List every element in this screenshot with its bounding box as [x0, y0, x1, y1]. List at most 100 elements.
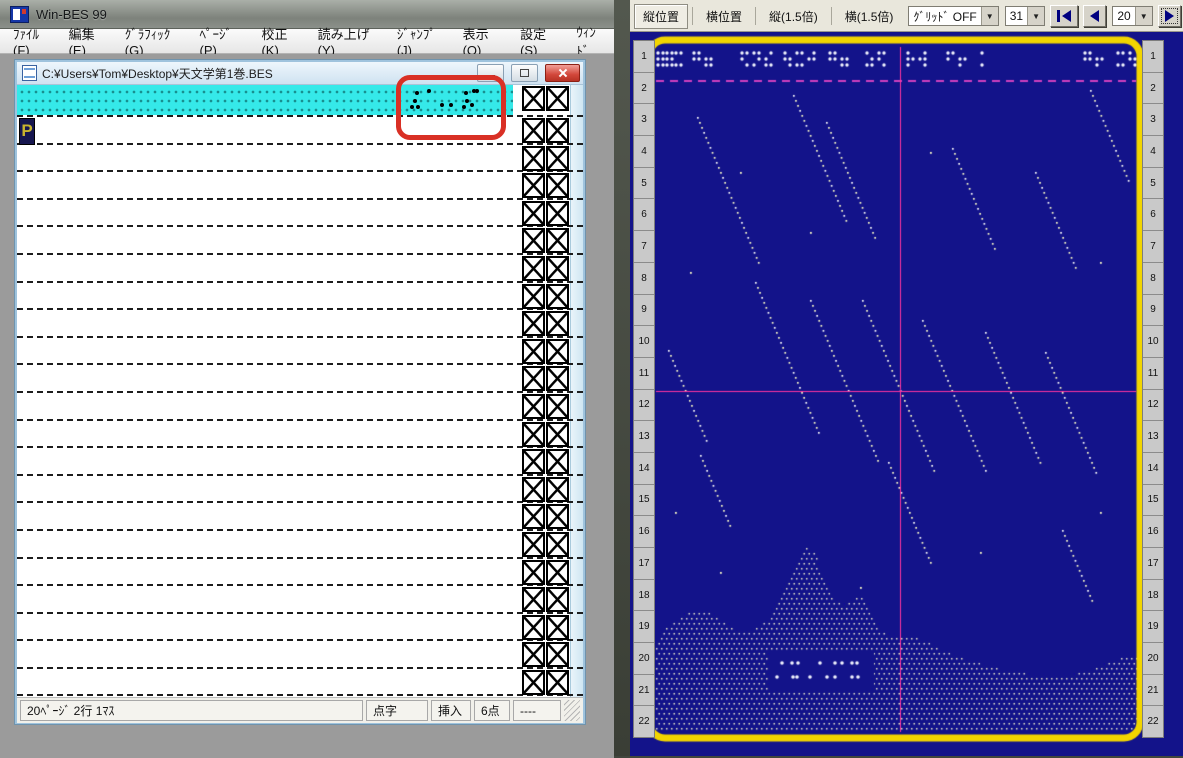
braille-dot	[464, 91, 468, 95]
ruler-line-number: 3	[634, 104, 654, 137]
main-titlebar[interactable]: Win-BES 99	[0, 0, 614, 29]
lines-select[interactable]: 31 ▼	[1004, 6, 1046, 26]
line-end-marks	[522, 559, 569, 585]
line-end-mark	[546, 504, 569, 530]
ruler-line-number: 22	[1147, 716, 1159, 728]
ruler-line-number: 17	[1143, 548, 1163, 580]
grid-select[interactable]: ｸﾞﾘｯﾄﾞ OFF ▼	[908, 6, 999, 26]
ruler-line-number: 7	[1143, 231, 1163, 263]
app-icon	[10, 5, 29, 23]
ruler-line-number: 2	[1143, 73, 1163, 105]
line-end-marks	[522, 283, 569, 309]
ruler-line-number: 9	[634, 295, 654, 327]
line-end-mark	[546, 86, 569, 111]
braille-row[interactable]	[17, 227, 583, 255]
line-ruler-left: 1 2 3 4 5 6 7 8 9 10 11 12 13 14 15 16 17 18 19 20 21 22	[633, 40, 655, 738]
braille-dot	[440, 103, 444, 107]
close-button[interactable]	[545, 64, 580, 82]
previous-page-button[interactable]	[1083, 5, 1107, 27]
line-end-mark	[546, 338, 569, 364]
ruler-line-number: 9	[1143, 295, 1163, 327]
line-end-mark	[546, 449, 569, 475]
line-end-mark	[546, 366, 569, 392]
line-end-marks	[522, 531, 569, 557]
line-end-mark	[546, 200, 569, 226]
first-page-button[interactable]	[1050, 5, 1079, 27]
next-page-button[interactable]	[1157, 5, 1181, 27]
chevron-down-icon[interactable]: ▼	[1134, 7, 1152, 25]
braille-row[interactable]	[17, 476, 583, 504]
line-end-mark	[546, 255, 569, 281]
ruler-line-number: 1	[634, 41, 654, 73]
braille-row[interactable]	[17, 559, 583, 587]
ruler-line-number: 20	[634, 643, 654, 675]
ruler-line-number: 17	[634, 548, 654, 580]
braille-graphic-canvas[interactable]	[630, 32, 1183, 756]
ruler-line-number: 11	[634, 358, 654, 390]
ruler-line-number: 3	[1143, 104, 1163, 137]
ruler-line-number: 19	[1143, 611, 1163, 644]
toolbar-button-3[interactable]: 縦(1.5倍)	[760, 3, 827, 29]
ruler-line-number: 15	[634, 485, 654, 517]
toolbar-button-4[interactable]: 横(1.5倍)	[835, 3, 903, 29]
line-end-marks	[522, 86, 569, 111]
ruler-line-number: 16	[634, 516, 654, 548]
arrow-left-icon	[1062, 10, 1072, 22]
toolbar-separator	[692, 7, 694, 25]
braille-editor[interactable]: P	[17, 85, 583, 697]
braille-row[interactable]	[17, 614, 583, 642]
braille-row[interactable]	[17, 365, 583, 393]
braille-row[interactable]	[17, 200, 583, 228]
braille-dot	[470, 103, 474, 107]
braille-dot	[416, 105, 420, 109]
braille-row[interactable]	[17, 283, 583, 311]
braille-row[interactable]: P	[17, 117, 583, 145]
braille-dot	[413, 99, 417, 103]
text-cursor: P	[19, 118, 35, 145]
toolbar-button-2[interactable]: 横位置	[697, 3, 752, 29]
line-end-marks	[522, 311, 569, 337]
braille-row[interactable]	[17, 393, 583, 421]
braille-row[interactable]	[17, 503, 583, 531]
page-select[interactable]: 20 ▼	[1112, 6, 1153, 26]
braille-dot	[462, 105, 466, 109]
resize-grip[interactable]	[564, 700, 580, 721]
braille-row[interactable]	[17, 338, 583, 366]
ruler-line-number: 14	[634, 453, 654, 485]
restore-button[interactable]	[511, 64, 538, 82]
braille-row[interactable]	[17, 85, 583, 117]
line-end-mark	[522, 338, 545, 364]
ruler-line-number: 12	[634, 390, 654, 422]
braille-row[interactable]	[17, 669, 583, 697]
braille-row[interactable]	[17, 531, 583, 559]
line-end-mark	[546, 118, 569, 143]
document-title: C:¥Users¥Tom¥Desktop¥天文学第1巻.BES	[42, 66, 273, 81]
braille-row[interactable]	[17, 641, 583, 669]
chevron-down-icon[interactable]: ▼	[1027, 7, 1045, 25]
line-end-mark	[522, 255, 545, 281]
line-end-mark	[522, 393, 545, 419]
toolbar-button-1[interactable]: 縦位置	[634, 3, 689, 29]
braille-row[interactable]	[17, 172, 583, 200]
window-title: Win-BES 99	[36, 6, 107, 22]
line-end-mark	[522, 504, 545, 530]
ruler-line-number: 16	[1143, 516, 1163, 548]
braille-row[interactable]	[17, 310, 583, 338]
lines-select-value: 31	[1009, 9, 1024, 23]
status-extra: ----	[513, 700, 561, 721]
chevron-down-icon[interactable]: ▼	[980, 7, 998, 25]
braille-row[interactable]	[17, 448, 583, 476]
braille-row[interactable]	[17, 586, 583, 614]
main-window: Win-BES 99 ﾌｧｲﾙ(F) 編集(E) ｸﾞﾗﾌｨｯｸ(G) ﾍﾟｰｼﾞ(P…	[0, 0, 614, 756]
braille-row[interactable]	[17, 145, 583, 173]
line-end-marks	[522, 338, 569, 364]
braille-row[interactable]	[17, 421, 583, 449]
graphic-toolbar: 縦位置 横位置 縦(1.5倍) 横(1.5倍) ｸﾞﾘｯﾄﾞ OFF ▼ 31 ▼ 20 ▼	[630, 0, 1183, 32]
line-end-mark	[522, 86, 545, 111]
line-end-marks	[522, 587, 569, 613]
ruler-line-number: 4	[1143, 136, 1163, 168]
braille-row[interactable]	[17, 255, 583, 283]
